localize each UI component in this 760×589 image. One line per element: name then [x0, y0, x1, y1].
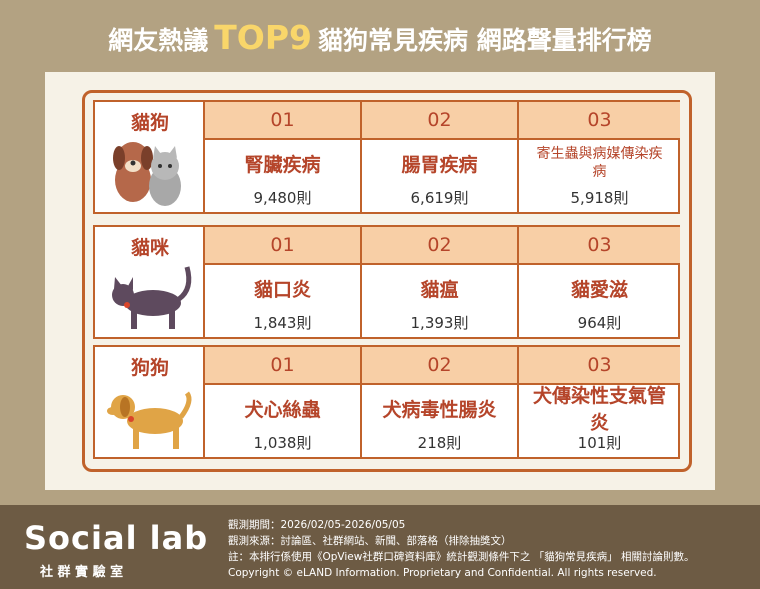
- disease-name: 貓愛滋: [570, 278, 628, 301]
- rank-cell: 01 犬心絲蟲 1,038則: [203, 347, 360, 457]
- disease-name: 寄生蟲與病媒傳染疾病: [536, 146, 663, 180]
- rank-cell: 02 貓瘟 1,393則: [360, 227, 517, 337]
- note-line: 註：本排行係使用《OpView社群口碑資料庫》統計觀測條件下之 「貓狗常見疾病」…: [228, 551, 695, 563]
- mention-count: 1,393則: [410, 314, 469, 332]
- rank: 01: [205, 102, 360, 140]
- notes: 觀測期間：2026/02/05-2026/05/05 觀測來源：討論區、社群網站、…: [228, 517, 695, 581]
- logo: Social lab: [24, 519, 209, 557]
- note-line: 觀測期間：2026/02/05-2026/05/05: [228, 519, 406, 531]
- animal-icon: [113, 142, 181, 206]
- group-label: 貓狗: [130, 112, 169, 134]
- mention-count: 1,843則: [253, 314, 312, 332]
- mention-count: 101則: [577, 434, 622, 452]
- disease-name: 腎臟疾病: [244, 153, 321, 176]
- disease-name: 腸胃疾病: [401, 153, 478, 176]
- rank-cell: 02 犬病毒性腸炎 218則: [360, 347, 517, 457]
- disease-name: 犬心絲蟲: [244, 398, 321, 421]
- animal-icon: [107, 391, 192, 449]
- mention-count: 6,619則: [410, 189, 469, 207]
- rank-cell: 03 寄生蟲與病媒傳染疾病 5,918則: [517, 102, 680, 212]
- rank: 02: [362, 347, 517, 385]
- rank-cell: 01 腎臟疾病 9,480則: [203, 102, 360, 212]
- mention-count: 1,038則: [253, 434, 312, 452]
- rank: 01: [205, 347, 360, 385]
- disease-name: 貓瘟: [420, 278, 459, 301]
- disease-name: 貓口炎: [253, 278, 311, 301]
- rank: 02: [362, 227, 517, 265]
- mention-count: 964則: [577, 314, 622, 332]
- rank-cell: 03 犬傳染性支氣管炎 101則: [517, 347, 680, 457]
- title-prefix: 網友熱議: [108, 26, 209, 55]
- group-label-cell: 貓咪: [95, 227, 205, 337]
- rank-cell: 03 貓愛滋 964則: [517, 227, 680, 337]
- note-line: 觀測來源：討論區、社群網站、新聞、部落格（排除抽獎文）: [228, 535, 512, 547]
- title-suffix: 貓狗常見疾病 網路聲量排行榜: [318, 26, 652, 55]
- group: 狗狗 01 犬心絲蟲 1,038則 02 犬病毒性腸炎 218則 03 犬傳染性支氣管炎 101則: [93, 345, 680, 459]
- table-frame: [82, 90, 692, 472]
- group-label-cell: 貓狗: [95, 102, 205, 212]
- footer: Social lab 社 群 實 驗 室 觀測期間：2026/02/05-202…: [0, 505, 760, 589]
- rank: 03: [519, 227, 680, 265]
- mention-count: 9,480則: [253, 189, 312, 207]
- title-highlight: TOP9: [214, 18, 312, 57]
- mention-count: 218則: [417, 434, 462, 452]
- note-line: Copyright © eLAND Information. Proprieta…: [228, 567, 657, 579]
- disease-name: 犬傳染性支氣管炎: [533, 385, 667, 434]
- rank-cell: 01 貓口炎 1,843則: [203, 227, 360, 337]
- rank: 03: [519, 102, 680, 140]
- rank: 03: [519, 347, 680, 385]
- disease-name: 犬病毒性腸炎: [382, 398, 497, 421]
- logo-subtitle: 社 群 實 驗 室: [40, 565, 124, 580]
- rank: 01: [205, 227, 360, 265]
- rank: 02: [362, 102, 517, 140]
- group-label: 狗狗: [130, 357, 169, 379]
- group: 貓狗 01 腎臟疾病 9,480則 02 腸胃疾病 6,619則 03 寄生蟲與病媒傳染疾病 5,…: [93, 100, 680, 214]
- group-label-cell: 狗狗: [95, 347, 205, 457]
- group: 貓咪 01 貓口炎 1,843則 02 貓瘟 1,393則 03 貓愛滋 964則: [93, 225, 680, 339]
- rank-cell: 02 腸胃疾病 6,619則: [360, 102, 517, 212]
- animal-icon: [112, 266, 192, 329]
- group-label: 貓咪: [130, 237, 169, 259]
- mention-count: 5,918則: [570, 189, 629, 207]
- title: 網友熱議 TOP9 貓狗常見疾病 網路聲量排行榜: [0, 18, 760, 57]
